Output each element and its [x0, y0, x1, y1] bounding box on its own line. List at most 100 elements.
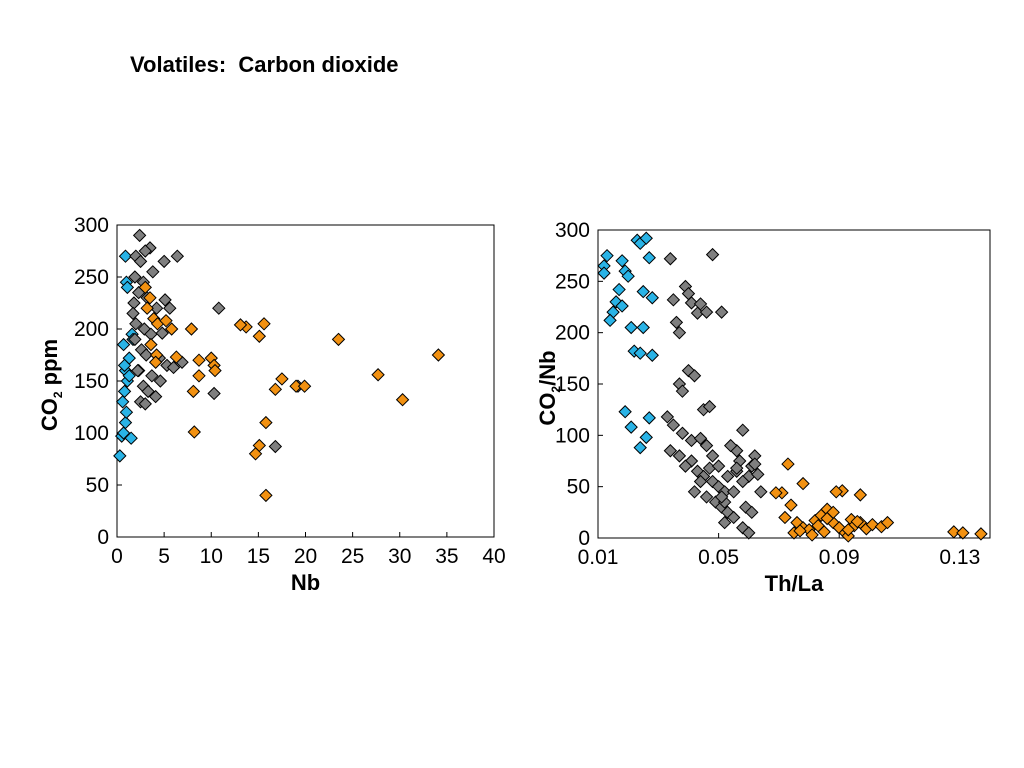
data-point: [257, 317, 271, 331]
data-point: [431, 348, 446, 362]
x-tick-label: 0.01: [578, 546, 619, 569]
data-point: [184, 322, 199, 336]
data-point: [974, 527, 988, 541]
x-tick-label: 0.09: [819, 546, 860, 569]
data-point: [675, 384, 690, 398]
y-tick-label: 100: [74, 422, 109, 445]
data-point: [865, 517, 880, 532]
data-point: [663, 252, 678, 266]
data-point: [252, 329, 267, 343]
data-point: [681, 286, 696, 301]
data-point: [158, 293, 172, 307]
data-point: [122, 369, 136, 383]
data-point: [148, 389, 163, 404]
data-point: [687, 369, 702, 383]
data-point: [633, 346, 647, 360]
data-point: [615, 254, 629, 268]
y-tick-label: 200: [555, 322, 590, 345]
data-point: [705, 247, 720, 262]
data-point: [666, 293, 681, 307]
data-point: [297, 379, 312, 393]
x-tick-label: 0: [111, 545, 123, 568]
data-point: [119, 405, 134, 419]
x-tick-label: 15: [247, 545, 270, 568]
data-point: [259, 488, 273, 503]
data-point: [164, 322, 179, 336]
data-point: [115, 395, 130, 409]
data-point: [138, 397, 152, 411]
data-point: [947, 525, 961, 539]
data-point: [736, 423, 750, 437]
data-point: [133, 254, 148, 269]
data-point: [145, 369, 159, 383]
data-point: [187, 425, 201, 439]
data-point: [600, 248, 614, 263]
data-point: [663, 444, 678, 458]
data-point: [212, 301, 226, 315]
data-point: [672, 325, 687, 340]
data-point: [113, 449, 127, 463]
y-tick-label: 50: [567, 476, 590, 499]
y-tick-label: 100: [555, 424, 590, 447]
data-point: [597, 266, 611, 280]
data-point: [784, 498, 798, 512]
data-point: [693, 431, 708, 446]
y-tick-label: 200: [74, 318, 109, 341]
data-point: [146, 265, 160, 279]
data-point: [155, 326, 169, 340]
chart-co2nb-vs-thla: 0 50 100 150 200 250 300 0.01 0.05 0.09 0.13 Th/La C…: [535, 219, 991, 596]
chart-co2-vs-nb: 0 50 100 150 200 250 300 0 5 10 15 20 25 30 35 40 Nb CO2 …: [37, 214, 506, 595]
data-point: [153, 374, 168, 388]
data-point: [702, 399, 717, 414]
data-point: [157, 254, 171, 269]
data-point: [726, 485, 741, 499]
data-point: [675, 426, 690, 440]
data-point: [141, 384, 155, 399]
data-point: [166, 360, 181, 375]
data-point: [163, 301, 177, 315]
data-point: [699, 438, 714, 453]
y-tick-label: 50: [86, 474, 109, 497]
data-point: [636, 284, 650, 299]
x-tick-label: 0.13: [939, 546, 980, 569]
data-point: [132, 228, 147, 243]
data-point: [778, 510, 792, 525]
data-point: [126, 306, 140, 321]
data-point: [720, 469, 735, 484]
data-point: [714, 490, 729, 504]
data-point: [169, 350, 184, 364]
data-point: [275, 372, 289, 386]
y-tick-label: 0: [578, 527, 590, 550]
data-point: [666, 418, 681, 432]
data-point: [730, 461, 744, 475]
data-point: [331, 332, 346, 347]
x-tick-label: 0.05: [698, 546, 739, 569]
data-point: [726, 510, 741, 525]
data-point: [717, 515, 732, 530]
data-point: [956, 526, 970, 540]
data-point: [793, 524, 807, 538]
data-point: [248, 447, 263, 461]
data-point: [124, 431, 138, 445]
data-point: [645, 348, 659, 362]
data-point: [117, 358, 132, 373]
data-point: [714, 305, 729, 319]
data-point: [615, 299, 629, 313]
data-point: [120, 280, 135, 295]
slide-title: Volatiles: Carbon dioxide: [130, 52, 399, 77]
data-point: [144, 337, 158, 352]
data-point: [754, 485, 768, 499]
data-point: [693, 474, 708, 489]
data-point: [699, 490, 714, 504]
data-point: [207, 386, 221, 401]
y-tick-label: 300: [74, 214, 109, 237]
data-point: [170, 249, 185, 263]
data-point: [192, 369, 206, 383]
data-point: [618, 405, 632, 419]
data-point: [233, 318, 248, 332]
data-point: [699, 305, 714, 319]
data-point: [880, 515, 895, 530]
x-tick-label: 25: [341, 545, 364, 568]
data-point: [636, 320, 650, 335]
